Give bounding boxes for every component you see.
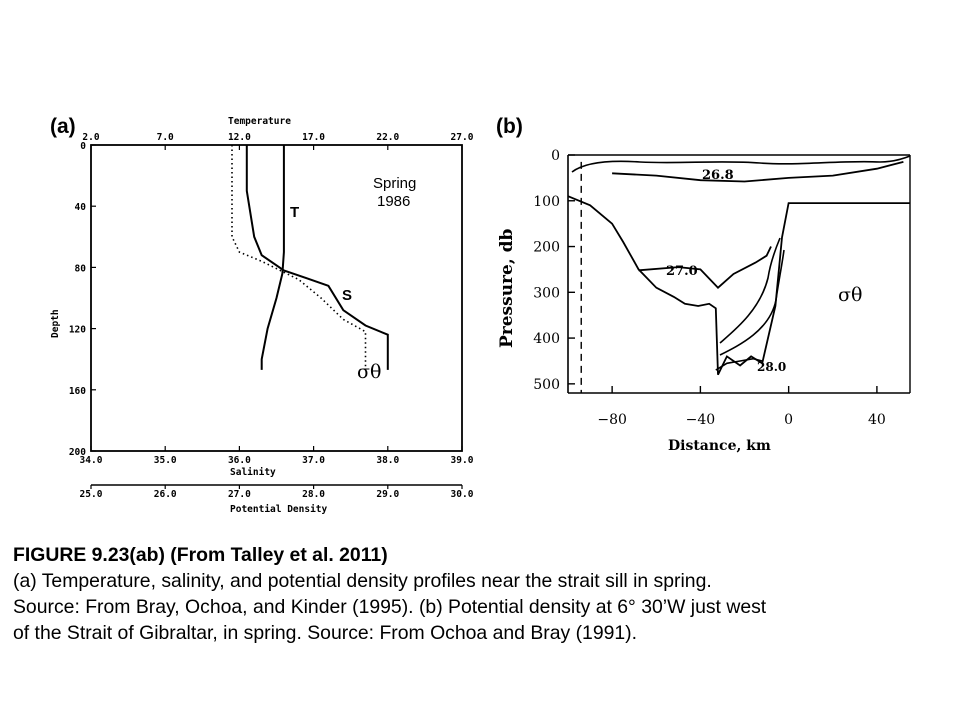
distance-tick-label: 0 (784, 412, 793, 428)
caption-title: FIGURE 9.23(ab) (From Talley et al. 2011… (13, 544, 388, 566)
depth-ticks: 0 40 80 120 160 200 (69, 141, 96, 458)
surface-contour (571, 155, 911, 173)
density-profile (231, 145, 367, 370)
salinity-tick-label: 37.0 (302, 455, 325, 466)
distance-tick-label: 40 (868, 412, 886, 428)
temperature-axis-title: Temperature (228, 116, 291, 127)
figure-panels: (a) Temperature 2.0 7.0 12.0 17.0 22.0 27.0 0… (50, 115, 911, 515)
temperature-tick-label: 22.0 (376, 132, 399, 143)
density-tick-label: 29.0 (376, 489, 399, 500)
contour-label-26-8: 26.8 (702, 168, 734, 183)
density-tick-label: 27.0 (228, 489, 251, 500)
year-label: 1986 (377, 193, 410, 210)
density-curve-label: σθ (357, 361, 381, 383)
temperature-tick-label: 12.0 (228, 132, 251, 143)
depth-tick-label: 160 (69, 386, 86, 397)
salinity-tick-label: 34.0 (80, 455, 103, 466)
caption-line-2: Source: From Bray, Ochoa, and Kinder (19… (13, 596, 767, 618)
temperature-tick-label: 2.0 (82, 132, 99, 143)
salinity-curve-label: S (342, 287, 352, 304)
density-ticks: 25.0 26.0 27.0 28.0 29.0 30.0 (80, 485, 474, 500)
depth-tick-label: 80 (75, 263, 87, 274)
panel-a-frame (90, 144, 463, 452)
distance-tick-label: −80 (597, 412, 627, 428)
salinity-profile (245, 145, 389, 370)
pressure-tick-label: 500 (533, 377, 560, 393)
salinity-tick-label: 38.0 (376, 455, 399, 466)
temperature-profile (260, 145, 285, 370)
salinity-tick-label: 39.0 (451, 455, 474, 466)
temperature-tick-label: 17.0 (302, 132, 325, 143)
pressure-tick-label: 400 (533, 331, 560, 347)
caption-line-1: (a) Temperature, salinity, and potential… (13, 570, 712, 592)
depth-tick-label: 40 (75, 202, 87, 213)
salinity-axis-title: Salinity (230, 467, 276, 478)
panel-a: (a) Temperature 2.0 7.0 12.0 17.0 22.0 27.0 0… (50, 115, 474, 515)
figure-caption: FIGURE 9.23(ab) (From Talley et al. 2011… (13, 542, 953, 646)
temperature-tick-label: 7.0 (157, 132, 174, 143)
salinity-ticks: 34.0 35.0 36.0 37.0 38.0 39.0 (80, 446, 474, 466)
contour-deep-2 (719, 249, 785, 356)
pressure-tick-label: 300 (533, 285, 560, 301)
temperature-ticks: 2.0 7.0 12.0 17.0 22.0 27.0 (82, 132, 474, 150)
density-tick-label: 25.0 (80, 489, 103, 500)
distance-ticks: −80 −40 0 40 (597, 386, 886, 428)
panel-a-label: (a) (50, 115, 76, 138)
pressure-tick-label: 100 (533, 194, 560, 210)
depth-tick-label: 120 (69, 325, 86, 336)
salinity-tick-label: 35.0 (154, 455, 177, 466)
field-label: σθ (838, 284, 862, 306)
density-tick-label: 26.0 (154, 489, 177, 500)
pressure-tick-label: 0 (551, 148, 560, 164)
contour-27-0 (638, 246, 772, 289)
depth-axis-title: Depth (50, 309, 61, 338)
density-axis-title: Potential Density (230, 504, 328, 515)
distance-axis-title: Distance, km (668, 438, 771, 454)
distance-tick-label: −40 (686, 412, 716, 428)
pressure-axis-title: Pressure, db (497, 228, 517, 348)
pressure-tick-label: 200 (533, 240, 560, 256)
caption-line-3: of the Strait of Gibraltar, in spring. S… (13, 622, 638, 644)
density-tick-label: 30.0 (451, 489, 474, 500)
depth-tick-label: 0 (80, 141, 86, 152)
temperature-tick-label: 27.0 (451, 132, 474, 143)
temperature-curve-label: T (290, 204, 299, 221)
contour-label-27-0: 27.0 (666, 264, 698, 279)
contour-26-8 (612, 161, 904, 183)
contour-deep-1 (719, 237, 781, 344)
density-tick-label: 28.0 (302, 489, 325, 500)
contour-label-28-0: 28.0 (757, 360, 786, 374)
panel-b-label: (b) (496, 115, 523, 138)
bottom-profile (567, 195, 910, 376)
salinity-tick-label: 36.0 (228, 455, 251, 466)
depth-tick-label: 200 (69, 447, 86, 458)
spring-label: Spring (373, 175, 416, 192)
pressure-ticks: 0 100 200 300 400 500 (533, 148, 575, 393)
